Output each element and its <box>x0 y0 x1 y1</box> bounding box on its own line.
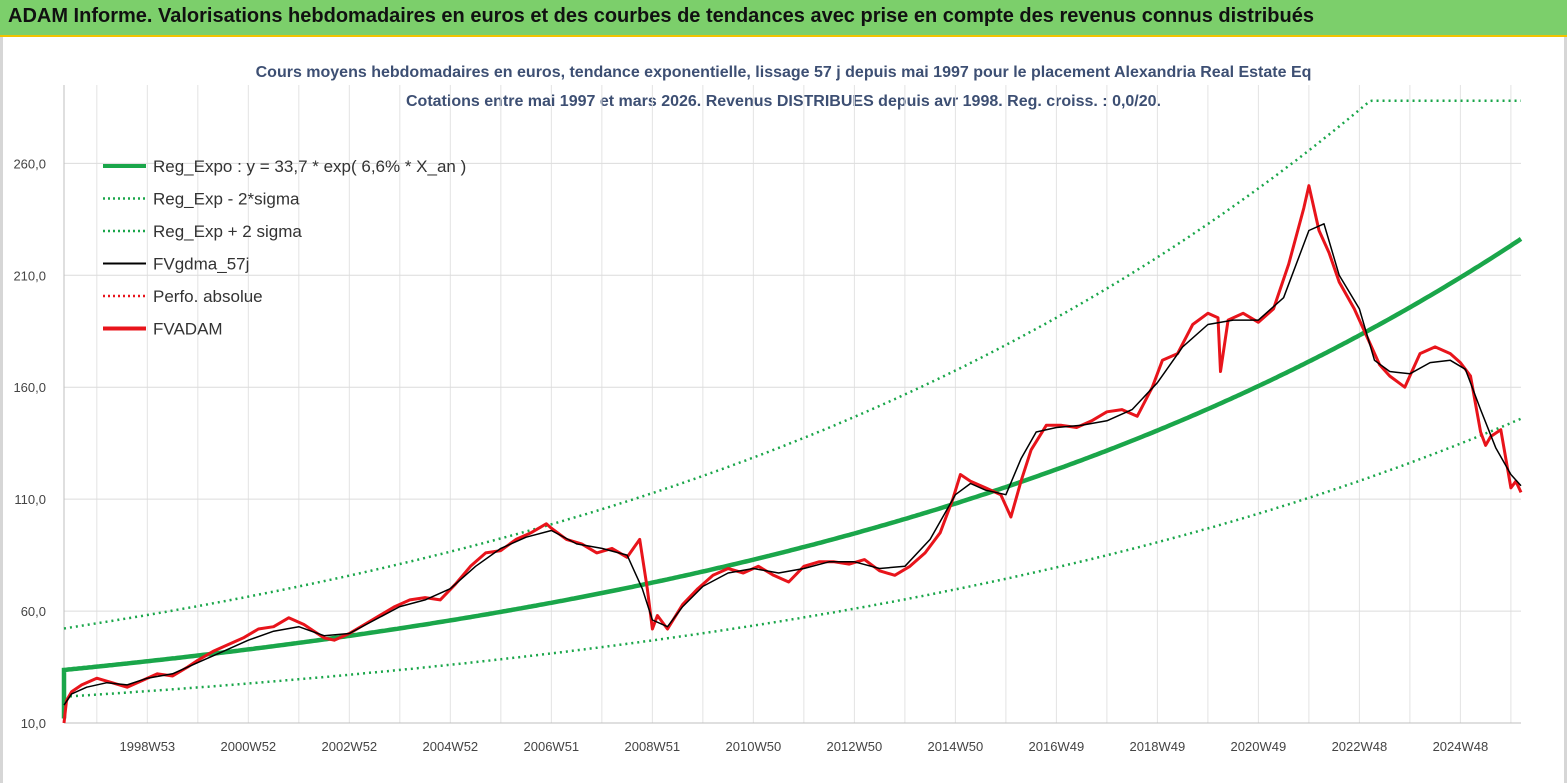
x-tick-label: 2020W49 <box>1231 739 1287 754</box>
x-tick-label: 2002W52 <box>322 739 378 754</box>
x-tick-label: 2000W52 <box>221 739 277 754</box>
legend-label: Reg_Exp - 2*sigma <box>153 190 300 209</box>
x-tick-label: 2024W48 <box>1433 739 1489 754</box>
series-reg-minus-2sigma <box>63 417 1522 698</box>
x-tick-label: 2016W49 <box>1029 739 1085 754</box>
series-fvadam <box>62 184 1523 724</box>
y-tick-label: 10,0 <box>21 716 46 731</box>
x-tick-label: 2018W49 <box>1130 739 1186 754</box>
legend-label: FVADAM <box>153 320 223 339</box>
x-tick-label: 2012W50 <box>827 739 883 754</box>
x-axis-ticks: 1998W53 2000W52 2002W52 2004W52 2006W51 2008W… <box>120 739 1489 754</box>
x-tick-label: 2004W52 <box>423 739 479 754</box>
series-fvgdma-57j <box>63 223 1522 706</box>
legend: Reg_Expo : y = 33,7 * exp( 6,6% * X_an )… <box>103 157 466 339</box>
report-title: ADAM Informe. Valorisations hebdomadaire… <box>8 5 1314 27</box>
grid <box>63 85 1521 724</box>
x-tick-label: 2014W50 <box>928 739 984 754</box>
chart-title: Cours moyens hebdomadaires en euros, ten… <box>255 64 1312 81</box>
x-tick-label: 2010W50 <box>726 739 782 754</box>
legend-label: Perfo. absolue <box>153 287 263 306</box>
y-tick-label: 210,0 <box>13 268 46 283</box>
series-reg-expo <box>61 237 1523 719</box>
y-axis-ticks: 10,0 60,0 110,0 160,0 210,0 260,0 <box>13 156 46 731</box>
y-tick-label: 60,0 <box>21 604 46 619</box>
legend-label: Reg_Expo : y = 33,7 * exp( 6,6% * X_an ) <box>153 157 466 176</box>
x-tick-label: 2006W51 <box>524 739 580 754</box>
x-tick-label: 2022W48 <box>1332 739 1388 754</box>
chart-area <box>0 37 1567 783</box>
y-tick-label: 110,0 <box>14 492 46 507</box>
report-banner: ADAM Informe. Valorisations hebdomadaire… <box>0 0 1567 37</box>
legend-label: FVgdma_57j <box>153 255 249 274</box>
series-reg-plus-2sigma <box>63 99 1521 630</box>
y-tick-label: 260,0 <box>13 156 46 171</box>
x-tick-label: 2008W51 <box>625 739 681 754</box>
chart-subtitle: Cotations entre mai 1997 et mars 2026. R… <box>406 93 1161 110</box>
x-tick-label: 1998W53 <box>120 739 176 754</box>
y-tick-label: 160,0 <box>13 380 46 395</box>
legend-label: Reg_Exp + 2 sigma <box>153 222 302 241</box>
series <box>61 99 1523 724</box>
